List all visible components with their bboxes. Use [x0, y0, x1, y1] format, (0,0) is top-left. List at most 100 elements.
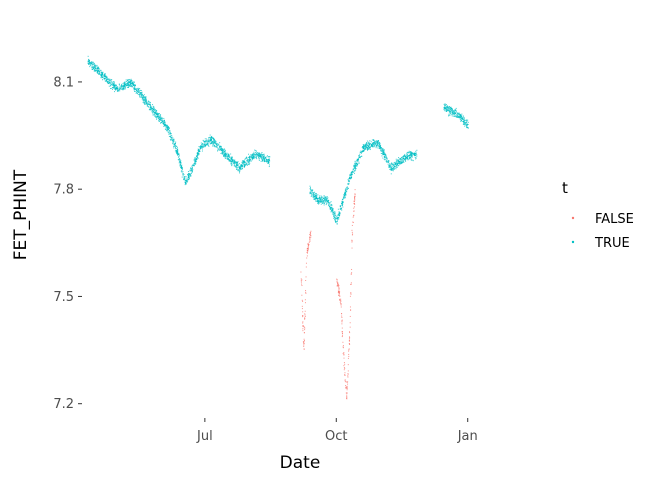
data-point — [409, 151, 411, 153]
data-point — [121, 88, 123, 90]
data-point — [237, 167, 239, 169]
data-point — [399, 161, 401, 163]
data-point — [190, 170, 192, 172]
data-point — [452, 109, 454, 111]
data-point — [409, 155, 411, 157]
data-point — [341, 316, 343, 318]
data-point — [187, 176, 189, 178]
data-point — [411, 156, 413, 158]
data-point — [459, 113, 461, 115]
data-point — [349, 178, 351, 180]
data-point — [409, 156, 411, 158]
data-point — [352, 221, 354, 223]
data-point — [355, 162, 357, 164]
data-point — [394, 164, 396, 166]
data-point — [226, 156, 228, 158]
data-point — [246, 157, 248, 159]
data-point — [100, 77, 102, 79]
data-point — [216, 145, 218, 147]
data-point — [163, 120, 165, 122]
data-point — [409, 157, 410, 159]
data-point — [133, 89, 135, 91]
data-point — [178, 153, 180, 155]
data-point — [454, 108, 456, 110]
data-point — [403, 155, 405, 157]
data-point — [201, 143, 203, 145]
data-point — [166, 124, 168, 126]
data-point — [307, 245, 309, 247]
data-point — [136, 92, 138, 94]
data-point — [405, 155, 407, 157]
data-point — [167, 127, 169, 129]
data-point — [179, 161, 181, 163]
data-point — [214, 140, 216, 142]
data-point — [131, 83, 133, 85]
data-point — [313, 196, 315, 198]
data-point — [209, 143, 211, 145]
data-point — [100, 69, 102, 71]
data-point — [451, 111, 453, 113]
data-point — [145, 103, 147, 105]
data-point — [337, 283, 339, 285]
data-point — [129, 82, 131, 84]
data-point — [112, 81, 114, 83]
data-point — [462, 118, 464, 120]
data-point — [193, 158, 195, 160]
data-point — [139, 93, 141, 95]
data-point — [100, 71, 102, 73]
data-point — [378, 148, 380, 150]
data-point — [249, 158, 251, 160]
data-point — [195, 161, 197, 163]
data-point — [345, 381, 347, 383]
data-point — [143, 98, 145, 100]
data-point — [314, 199, 316, 201]
data-point — [190, 175, 192, 177]
points-layer — [87, 55, 469, 400]
data-point — [358, 155, 360, 157]
data-point — [351, 174, 353, 176]
data-point — [108, 78, 110, 80]
data-point — [410, 157, 412, 159]
data-point — [174, 143, 176, 145]
data-point — [104, 72, 106, 74]
data-point — [157, 112, 159, 114]
data-point — [416, 149, 418, 151]
data-point — [340, 303, 342, 305]
data-point — [173, 138, 175, 140]
data-point — [317, 197, 319, 199]
data-point — [356, 158, 358, 160]
data-point — [258, 157, 260, 159]
data-point — [379, 147, 381, 149]
data-point — [340, 300, 342, 302]
data-point — [309, 240, 311, 242]
data-point — [303, 343, 305, 345]
data-point — [383, 150, 385, 152]
data-point — [228, 155, 230, 157]
data-point — [195, 158, 197, 160]
data-point — [444, 105, 446, 107]
data-point — [343, 353, 345, 355]
data-point — [210, 140, 212, 142]
data-point — [355, 165, 357, 167]
data-point — [355, 167, 357, 169]
data-point — [310, 232, 312, 234]
data-point — [464, 122, 466, 124]
data-point — [133, 84, 135, 86]
data-point — [87, 62, 89, 64]
data-point — [260, 160, 262, 162]
data-point — [364, 149, 366, 151]
data-point — [360, 150, 362, 152]
data-point — [464, 122, 466, 124]
data-point — [122, 88, 124, 90]
data-point — [136, 90, 138, 92]
data-point — [207, 141, 209, 143]
data-point — [173, 145, 175, 147]
data-point — [201, 146, 203, 148]
data-point — [317, 200, 319, 202]
data-point — [256, 152, 258, 154]
data-point — [168, 132, 170, 134]
data-point — [246, 156, 248, 158]
data-point — [309, 236, 311, 238]
data-point — [391, 162, 393, 164]
